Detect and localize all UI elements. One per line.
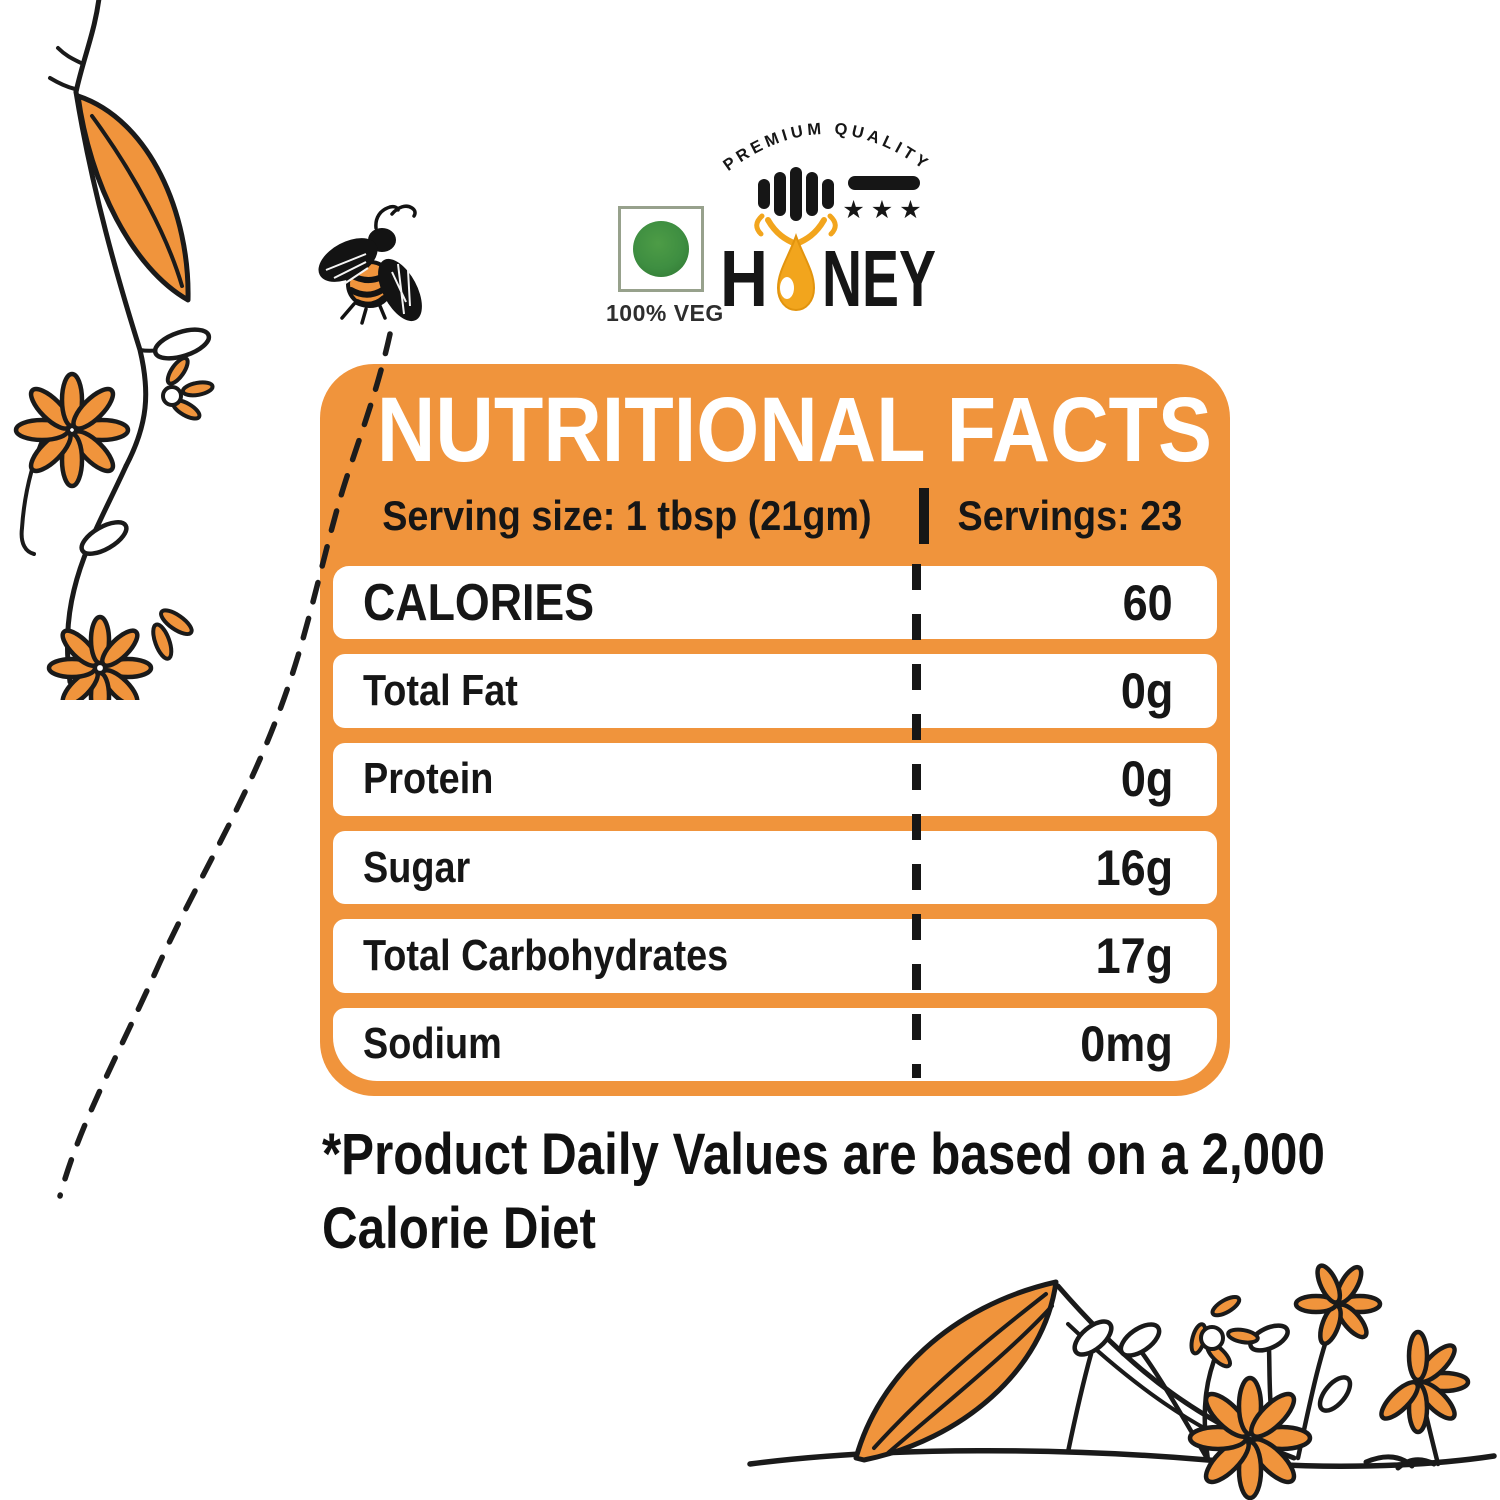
premium-quality-arc-text: PREMIUM QUALITY (720, 120, 930, 175)
daisy-flower-icon (13, 371, 131, 489)
table-row: Sugar 16g (333, 830, 1217, 905)
nutrient-value: 0mg (1080, 1016, 1173, 1073)
brand-name-start: H (720, 234, 768, 319)
logo-dash-icon (848, 176, 920, 190)
svg-text:PREMIUM QUALITY: PREMIUM QUALITY (720, 120, 934, 175)
nutrient-label: Protein (363, 754, 494, 804)
table-row: Total Fat 0g (333, 654, 1217, 728)
table-row: Protein 0g (333, 742, 1217, 816)
table-row: Sodium 0mg (333, 1007, 1217, 1081)
nutrient-label: Total Carbohydrates (363, 930, 729, 980)
nutrition-rows: CALORIES 60 Total Fat 0g Protein 0g Suga… (333, 566, 1217, 1081)
nutrient-label: CALORIES (363, 573, 595, 632)
panel-title-text: NUTRITIONAL FACTS (376, 379, 1213, 481)
footnote-line-2: Calorie Diet (322, 1196, 596, 1262)
serving-size-text: Serving size: 1 tbsp (21gm) (382, 492, 872, 539)
nutrient-value: 16g (1095, 839, 1173, 896)
veg-mark-icon (618, 206, 704, 292)
veg-mark: 100% VEG (606, 206, 724, 327)
daily-value-footnote: *Product Daily Values are based on a 2,0… (322, 1118, 1325, 1266)
table-row: Total Carbohydrates 17g (333, 919, 1217, 993)
three-stars-icon: ★★★ (842, 195, 927, 224)
veg-mark-label: 100% VEG (606, 300, 724, 326)
floral-decoration-bottom-right-icon (747, 1263, 1497, 1500)
serving-divider-bar (919, 488, 929, 544)
brand-name-end: NEY (822, 234, 936, 319)
panel-title: NUTRITIONAL FACTS (320, 384, 1230, 476)
veg-green-dot-icon (633, 221, 689, 277)
servings-count-text: Servings: 23 (957, 492, 1183, 539)
honey-drop-icon (754, 213, 838, 312)
nutrient-value: 0g (1120, 662, 1173, 719)
nutrient-value: 17g (1095, 927, 1173, 984)
brand-logo: PREMIUM QUALITY ★★★ H NEY (720, 120, 936, 319)
bee-icon (318, 204, 422, 325)
nutrient-label: Sugar (363, 842, 471, 892)
nutrient-value: 60 (1122, 574, 1173, 631)
honey-dipper-icon (758, 167, 920, 221)
dashed-column-divider (912, 564, 921, 1078)
floral-decoration-top-left-icon (13, 0, 215, 700)
footnote-line-1: *Product Daily Values are based on a 2,0… (322, 1122, 1325, 1187)
table-row: CALORIES 60 (333, 566, 1217, 640)
nutrient-value: 0g (1120, 751, 1173, 808)
nutrition-panel: NUTRITIONAL FACTS Serving size: 1 tbsp (… (320, 364, 1230, 1096)
nutrient-label: Sodium (363, 1019, 502, 1069)
serving-line: Serving size: 1 tbsp (21gm) Servings: 23 (320, 488, 1230, 544)
nutrient-label: Total Fat (363, 665, 518, 715)
